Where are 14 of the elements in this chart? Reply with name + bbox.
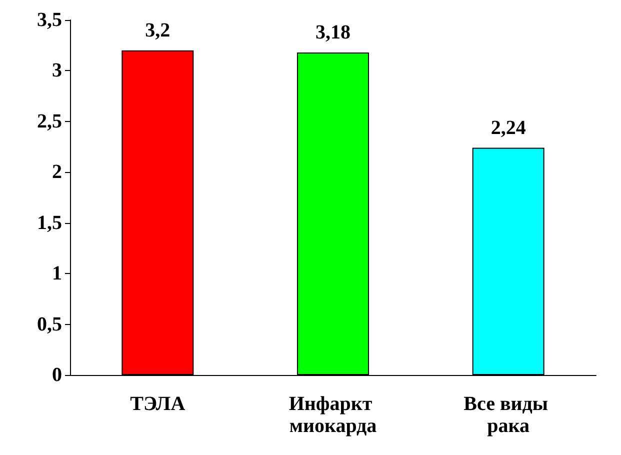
data-label: 3,2 [145,19,170,42]
y-tick-label: 1 [52,262,62,285]
y-tick-label: 2,5 [37,110,62,132]
data-label: 2,24 [490,116,526,139]
x-tick-label: ТЭЛА [130,393,186,415]
y-tick-label: 0,5 [37,313,62,336]
x-tick-label: Все виды рака [464,393,554,437]
y-tick-label: 2 [52,161,62,184]
y-tick-label: 0 [52,364,62,386]
data-label: 3,18 [316,21,350,44]
y-tick-label: 1,5 [37,212,62,234]
y-tick-label: 3,5 [37,9,62,31]
x-tick-label: Инфаркт миокарда [288,393,378,437]
y-tick-label: 3 [52,60,62,82]
